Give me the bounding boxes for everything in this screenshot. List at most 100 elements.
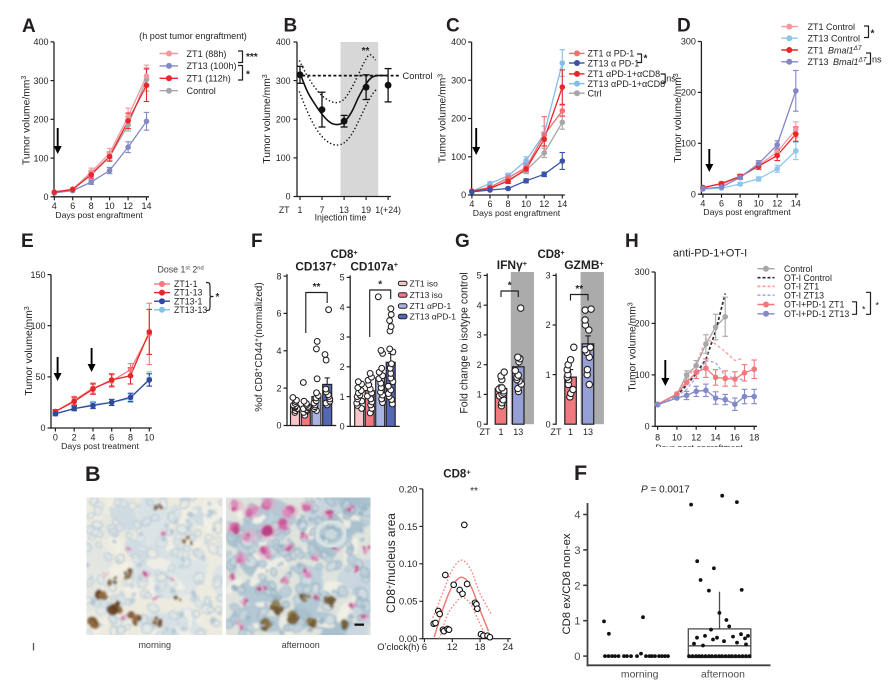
svg-text:ZT1 αPD-1+αCD8: ZT1 αPD-1+αCD8 (588, 69, 661, 79)
svg-text:anti-PD-1+OT-I: anti-PD-1+OT-I (673, 248, 747, 260)
svg-text:ZT: ZT (551, 427, 562, 437)
svg-text:*: * (644, 54, 648, 65)
svg-text:0.05: 0.05 (399, 597, 418, 608)
svg-text:ZT1 (112h): ZT1 (112h) (187, 74, 231, 84)
svg-text:2: 2 (340, 362, 345, 372)
svg-text:0: 0 (574, 651, 580, 663)
svg-text:D: D (677, 16, 691, 37)
svg-text:400: 400 (33, 37, 48, 47)
svg-text:0: 0 (461, 190, 466, 200)
svg-text:2: 2 (574, 580, 580, 592)
svg-text:16: 16 (730, 433, 740, 443)
svg-text:0: 0 (477, 419, 482, 429)
svg-text:Days post treatment: Days post treatment (61, 441, 139, 451)
svg-text:0: 0 (40, 423, 45, 433)
svg-text:**: ** (470, 486, 478, 497)
svg-text:14: 14 (557, 199, 567, 209)
svg-text:CD8 ex/CD8 non-ex: CD8 ex/CD8 non-ex (561, 533, 573, 634)
svg-text:Ctrl: Ctrl (588, 89, 602, 99)
svg-text:2: 2 (546, 320, 551, 330)
svg-text:*: * (876, 301, 880, 311)
svg-text:0: 0 (276, 421, 281, 431)
svg-text:0.10: 0.10 (399, 559, 418, 570)
svg-text:0: 0 (645, 422, 650, 432)
svg-text:6: 6 (109, 432, 114, 442)
svg-text:ZT13 α PD-1: ZT13 α PD-1 (588, 58, 640, 68)
svg-text:200: 200 (635, 319, 650, 329)
svg-text:0: 0 (691, 189, 696, 199)
svg-text:(h post tumor engraftment): (h post tumor engraftment) (139, 31, 247, 41)
svg-text:ZT1-1: ZT1-1 (174, 279, 198, 289)
svg-text:ZT1 Bmal1ΔT: ZT1 Bmal1ΔT (808, 45, 863, 56)
svg-text:Tumor volume/mm3: Tumor volume/mm3 (627, 302, 638, 391)
svg-text:6: 6 (70, 201, 75, 211)
svg-text:14: 14 (141, 201, 151, 211)
svg-text:Tumor volume/mm3: Tumor volume/mm3 (21, 76, 32, 165)
svg-text:14: 14 (791, 198, 801, 208)
svg-text:**: ** (313, 282, 321, 293)
svg-text:100: 100 (681, 139, 696, 149)
svg-text:Control: Control (187, 86, 216, 96)
svg-text:1: 1 (477, 390, 482, 400)
svg-text:6: 6 (422, 642, 427, 653)
svg-text:12: 12 (691, 433, 701, 443)
svg-text:***: *** (246, 52, 258, 63)
svg-text:10: 10 (105, 201, 115, 211)
svg-text:Tumor volume/mm3: Tumor volume/mm3 (262, 74, 273, 163)
svg-text:*: * (508, 281, 512, 292)
svg-text:Control: Control (403, 71, 433, 81)
svg-text:ZT: ZT (279, 205, 290, 215)
svg-text:Days post engraftment: Days post engraftment (55, 210, 143, 220)
svg-text:100: 100 (30, 321, 45, 331)
svg-text:OT-I Control: OT-I Control (784, 273, 832, 283)
svg-text:OT-I ZT1: OT-I ZT1 (784, 282, 819, 292)
svg-text:2: 2 (477, 360, 482, 370)
svg-text:Days post engraftment: Days post engraftment (703, 207, 791, 217)
svg-text:OT-I ZT13: OT-I ZT13 (784, 290, 824, 300)
svg-text:B: B (284, 16, 298, 37)
svg-text:afternoon: afternoon (701, 670, 745, 681)
svg-text:200: 200 (33, 115, 48, 125)
svg-text:ZT1 α PD-1: ZT1 α PD-1 (588, 49, 635, 59)
svg-text:50: 50 (35, 372, 45, 382)
svg-text:0.15: 0.15 (399, 522, 418, 533)
svg-text:ZT13 Bmal1ΔT: ZT13 Bmal1ΔT (808, 57, 868, 68)
svg-text:OT-I+PD-1 ZT13: OT-I+PD-1 ZT13 (784, 309, 849, 319)
svg-text:10: 10 (144, 432, 154, 442)
svg-text:6: 6 (487, 199, 492, 209)
svg-text:8: 8 (506, 199, 511, 209)
svg-text:Tumor volume/mm3: Tumor volume/mm3 (437, 74, 448, 163)
svg-text:Days post engraftment: Days post engraftment (473, 208, 561, 218)
svg-text:3: 3 (546, 271, 551, 281)
svg-text:1: 1 (568, 427, 573, 437)
svg-text:400: 400 (276, 37, 291, 47)
svg-text:5: 5 (340, 273, 345, 283)
svg-text:*: * (378, 280, 382, 291)
svg-text:**: ** (362, 46, 370, 57)
svg-text:8: 8 (276, 271, 281, 281)
svg-text:13: 13 (583, 427, 593, 437)
svg-text:8: 8 (89, 201, 94, 211)
svg-text:F: F (251, 231, 263, 252)
svg-text:CD8+: CD8+ (537, 249, 564, 261)
svg-text:Control: Control (784, 264, 812, 274)
svg-text:3: 3 (477, 330, 482, 340)
svg-text:100: 100 (33, 153, 48, 163)
svg-text:C: C (446, 16, 460, 37)
svg-text:1: 1 (498, 427, 503, 437)
svg-text:H: H (625, 231, 639, 252)
svg-text:ZT13 αPD-1: ZT13 αPD-1 (410, 312, 457, 322)
svg-text:B: B (85, 462, 101, 486)
svg-text:1(+24): 1(+24) (375, 205, 401, 215)
svg-text:300: 300 (451, 75, 466, 85)
svg-text:3: 3 (340, 332, 345, 342)
svg-text:0: 0 (53, 432, 58, 442)
svg-text:afternoon: afternoon (282, 640, 320, 650)
svg-text:Fold change to isotype control: Fold change to isotype control (459, 272, 471, 413)
svg-text:CD8+: CD8+ (443, 467, 471, 480)
svg-text:150: 150 (30, 270, 45, 280)
svg-text:ZT13-1: ZT13-1 (174, 296, 202, 306)
svg-text:4: 4 (574, 510, 580, 522)
svg-text:ns: ns (666, 74, 676, 84)
svg-text:ZT1 iso: ZT1 iso (410, 278, 439, 288)
